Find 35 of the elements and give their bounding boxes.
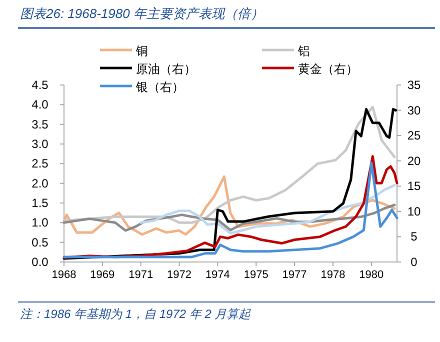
y-tick-label: 0.5 (32, 235, 49, 250)
y-tick-label: 4.0 (32, 98, 49, 112)
legend-label: 铝 (297, 44, 310, 58)
y2-tick-label: 15 (407, 179, 421, 194)
y2-tick-label: 30 (407, 103, 421, 118)
y-tick-label: 4.5 (32, 78, 49, 92)
y2-tick-label: 25 (407, 128, 421, 143)
legend-label: 黄金（右） (298, 62, 358, 76)
y2-tick-label: 20 (407, 154, 421, 168)
y2-tick-label: 5 (410, 230, 418, 244)
y2-tick-label: 10 (407, 204, 421, 218)
x-tick-label: 1968 (52, 269, 76, 281)
y-tick-label: 2.0 (32, 176, 49, 190)
x-tick-label: 1974 (205, 269, 230, 281)
legend-label: 铜 (135, 44, 148, 58)
x-tick-label: 1978 (320, 269, 346, 281)
chart-title: 图表26: 1968-1980 年主要资产表现（倍） (20, 6, 264, 21)
y-tick-label: 3.5 (32, 117, 49, 132)
x-tick-label: 1969 (90, 269, 115, 281)
y-tick-label: 1.0 (32, 216, 49, 230)
y-tick-label: 0.0 (32, 255, 49, 269)
y-tick-label: 1.5 (32, 196, 49, 210)
y-tick-label: 3.0 (32, 137, 49, 151)
x-tick-label: 1975 (244, 269, 268, 281)
legend-label: 银（右） (135, 80, 184, 94)
y2-tick-label: 35 (407, 78, 421, 92)
x-tick-label: 1971 (128, 269, 154, 281)
text: 注：1986 年基期为 1，自 1972 年 2 月算起 (20, 307, 252, 321)
x-tick-label: 1980 (359, 269, 384, 281)
x-tick-label: 1977 (282, 269, 307, 281)
y-tick-label: 2.5 (32, 156, 49, 171)
legend-label: 原油（右） (136, 62, 196, 76)
x-tick-label: 1972 (167, 269, 192, 281)
y2-tick-label: 0 (410, 255, 418, 269)
line-series (140, 184, 396, 235)
